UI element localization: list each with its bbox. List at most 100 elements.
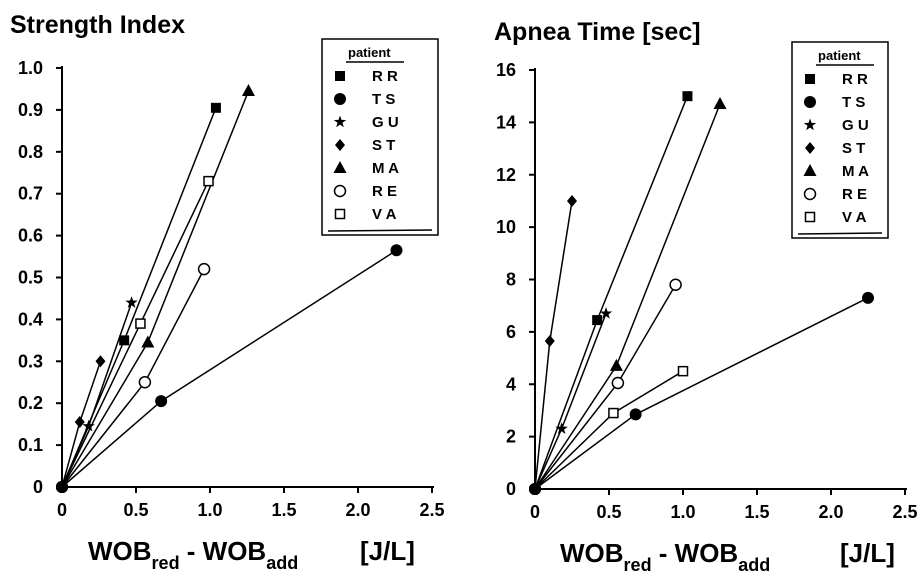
legend-box [791,41,889,239]
data-point [390,244,403,257]
square-open-marker-icon [804,211,816,223]
legend: patient R R T S G U S T M A R E V A [791,41,889,239]
square-filled-marker-icon [335,71,345,81]
x-tick-label: 1.0 [670,502,695,522]
legend-item-gu: G U [803,117,869,134]
star-marker-icon [803,118,817,131]
x-tick-label: 1.5 [744,502,769,522]
x-tick-label: 0.5 [596,502,621,522]
chart-panel-1: Strength Index 0 0.1 0.2 0.3 0.4 0.5 0.6 0.7 0.8 0… [10,11,445,573]
x-tick-label: 2.0 [818,502,843,522]
x-tick-label: 1.5 [271,500,296,520]
series-rr [529,91,693,495]
y-tick-label: 0.4 [18,309,43,329]
y-tick-label: 1.0 [18,58,43,78]
legend-title: patient [348,45,391,60]
legend-item-re: R E [803,186,867,203]
data-point [203,175,214,187]
legend-bottom-rule [797,232,883,235]
circle-open-marker-icon [803,187,817,201]
y-tick-label: 0.8 [18,142,43,162]
y-tick-label: 0.7 [18,184,43,204]
data-point [210,102,221,113]
legend-item-label: M A [372,160,399,177]
square-filled-marker-icon [805,74,815,84]
legend-item-ts: T S [334,91,395,108]
legend-item-ma: M A [333,160,399,177]
data-point-origin [529,483,541,495]
data-point [682,91,693,102]
legend-item-label: R E [372,183,397,200]
data-point [155,395,168,408]
circle-filled-marker-icon [334,93,346,105]
data-point [669,278,682,291]
x-tick-label: 0 [57,500,67,520]
data-point [95,355,106,368]
legend-item-st: S T [335,137,395,154]
y-tick-label: 6 [506,322,516,342]
legend-item-ma: M A [803,163,869,180]
data-point [677,365,689,377]
legend-item-label: T S [372,91,395,108]
y-tick-label: 10 [496,217,516,237]
series-gu [529,307,613,495]
circle-filled-marker-icon [804,96,816,108]
legend-item-label: R R [372,68,398,85]
series-line [61,302,133,488]
legend-item-gu: G U [333,114,399,131]
series-line [534,297,869,490]
chart-title: Apnea Time [sec] [494,18,701,46]
data-point [138,376,152,389]
data-point [125,296,138,308]
legend-item-label: V A [372,206,397,223]
x-tick-label: 0 [530,502,540,522]
data-point [197,262,211,276]
y-tick-label: 16 [496,60,516,80]
legend-item-va: V A [804,209,867,226]
legend-item-label: S T [842,140,865,157]
x-axis-unit-label: [J/L] [840,538,895,568]
x-axis-label: WOBred - WOBadd [560,538,770,575]
series-st [56,355,106,493]
x-tick-label: 2.5 [892,502,917,522]
x-tick-label: 2.5 [419,500,444,520]
legend-item-label: G U [372,114,399,131]
series-line [61,107,217,488]
series-ts [529,291,874,495]
y-tick-label: 8 [506,270,516,290]
data-point [241,84,255,97]
y-tick-label: 0.9 [18,100,43,120]
legend-item-re: R E [333,183,397,200]
data-point [555,422,568,435]
series-rr [56,102,221,493]
legend-item-label: S T [372,137,395,154]
legend-item-label: M A [842,163,869,180]
data-point [119,335,130,346]
legend-title: patient [818,48,861,63]
data-point-origin [56,481,68,493]
legend-item-label: R E [842,186,867,203]
legend-item-rr: R R [335,68,398,85]
chart-title: Strength Index [10,11,185,39]
series-line [61,180,210,488]
x-tick-label: 2.0 [345,500,370,520]
y-tick-label: 4 [506,374,516,394]
data-point [611,376,625,390]
legend-item-va: V A [334,206,397,223]
data-point [608,407,619,419]
data-point [592,315,603,326]
data-point [629,408,642,421]
chart-panel-2: Apnea Time [sec] 0 2 4 6 8 10 12 14 16 0 0.5 1.0 1.5 2… [494,18,918,575]
x-tick-label: 0.5 [123,500,148,520]
triangle-filled-marker-icon [333,161,347,173]
y-tick-label: 0.2 [18,393,43,413]
legend-item-rr: R R [805,71,868,88]
y-tick-label: 0.1 [18,435,43,455]
data-point [567,194,577,207]
legend-item-label: T S [842,94,865,111]
legend: patient R R T S G U S T M A R E V A [321,38,439,236]
data-point [135,318,146,329]
diamond-filled-marker-icon [335,139,345,151]
data-point [82,419,95,432]
star-marker-icon [333,115,347,128]
